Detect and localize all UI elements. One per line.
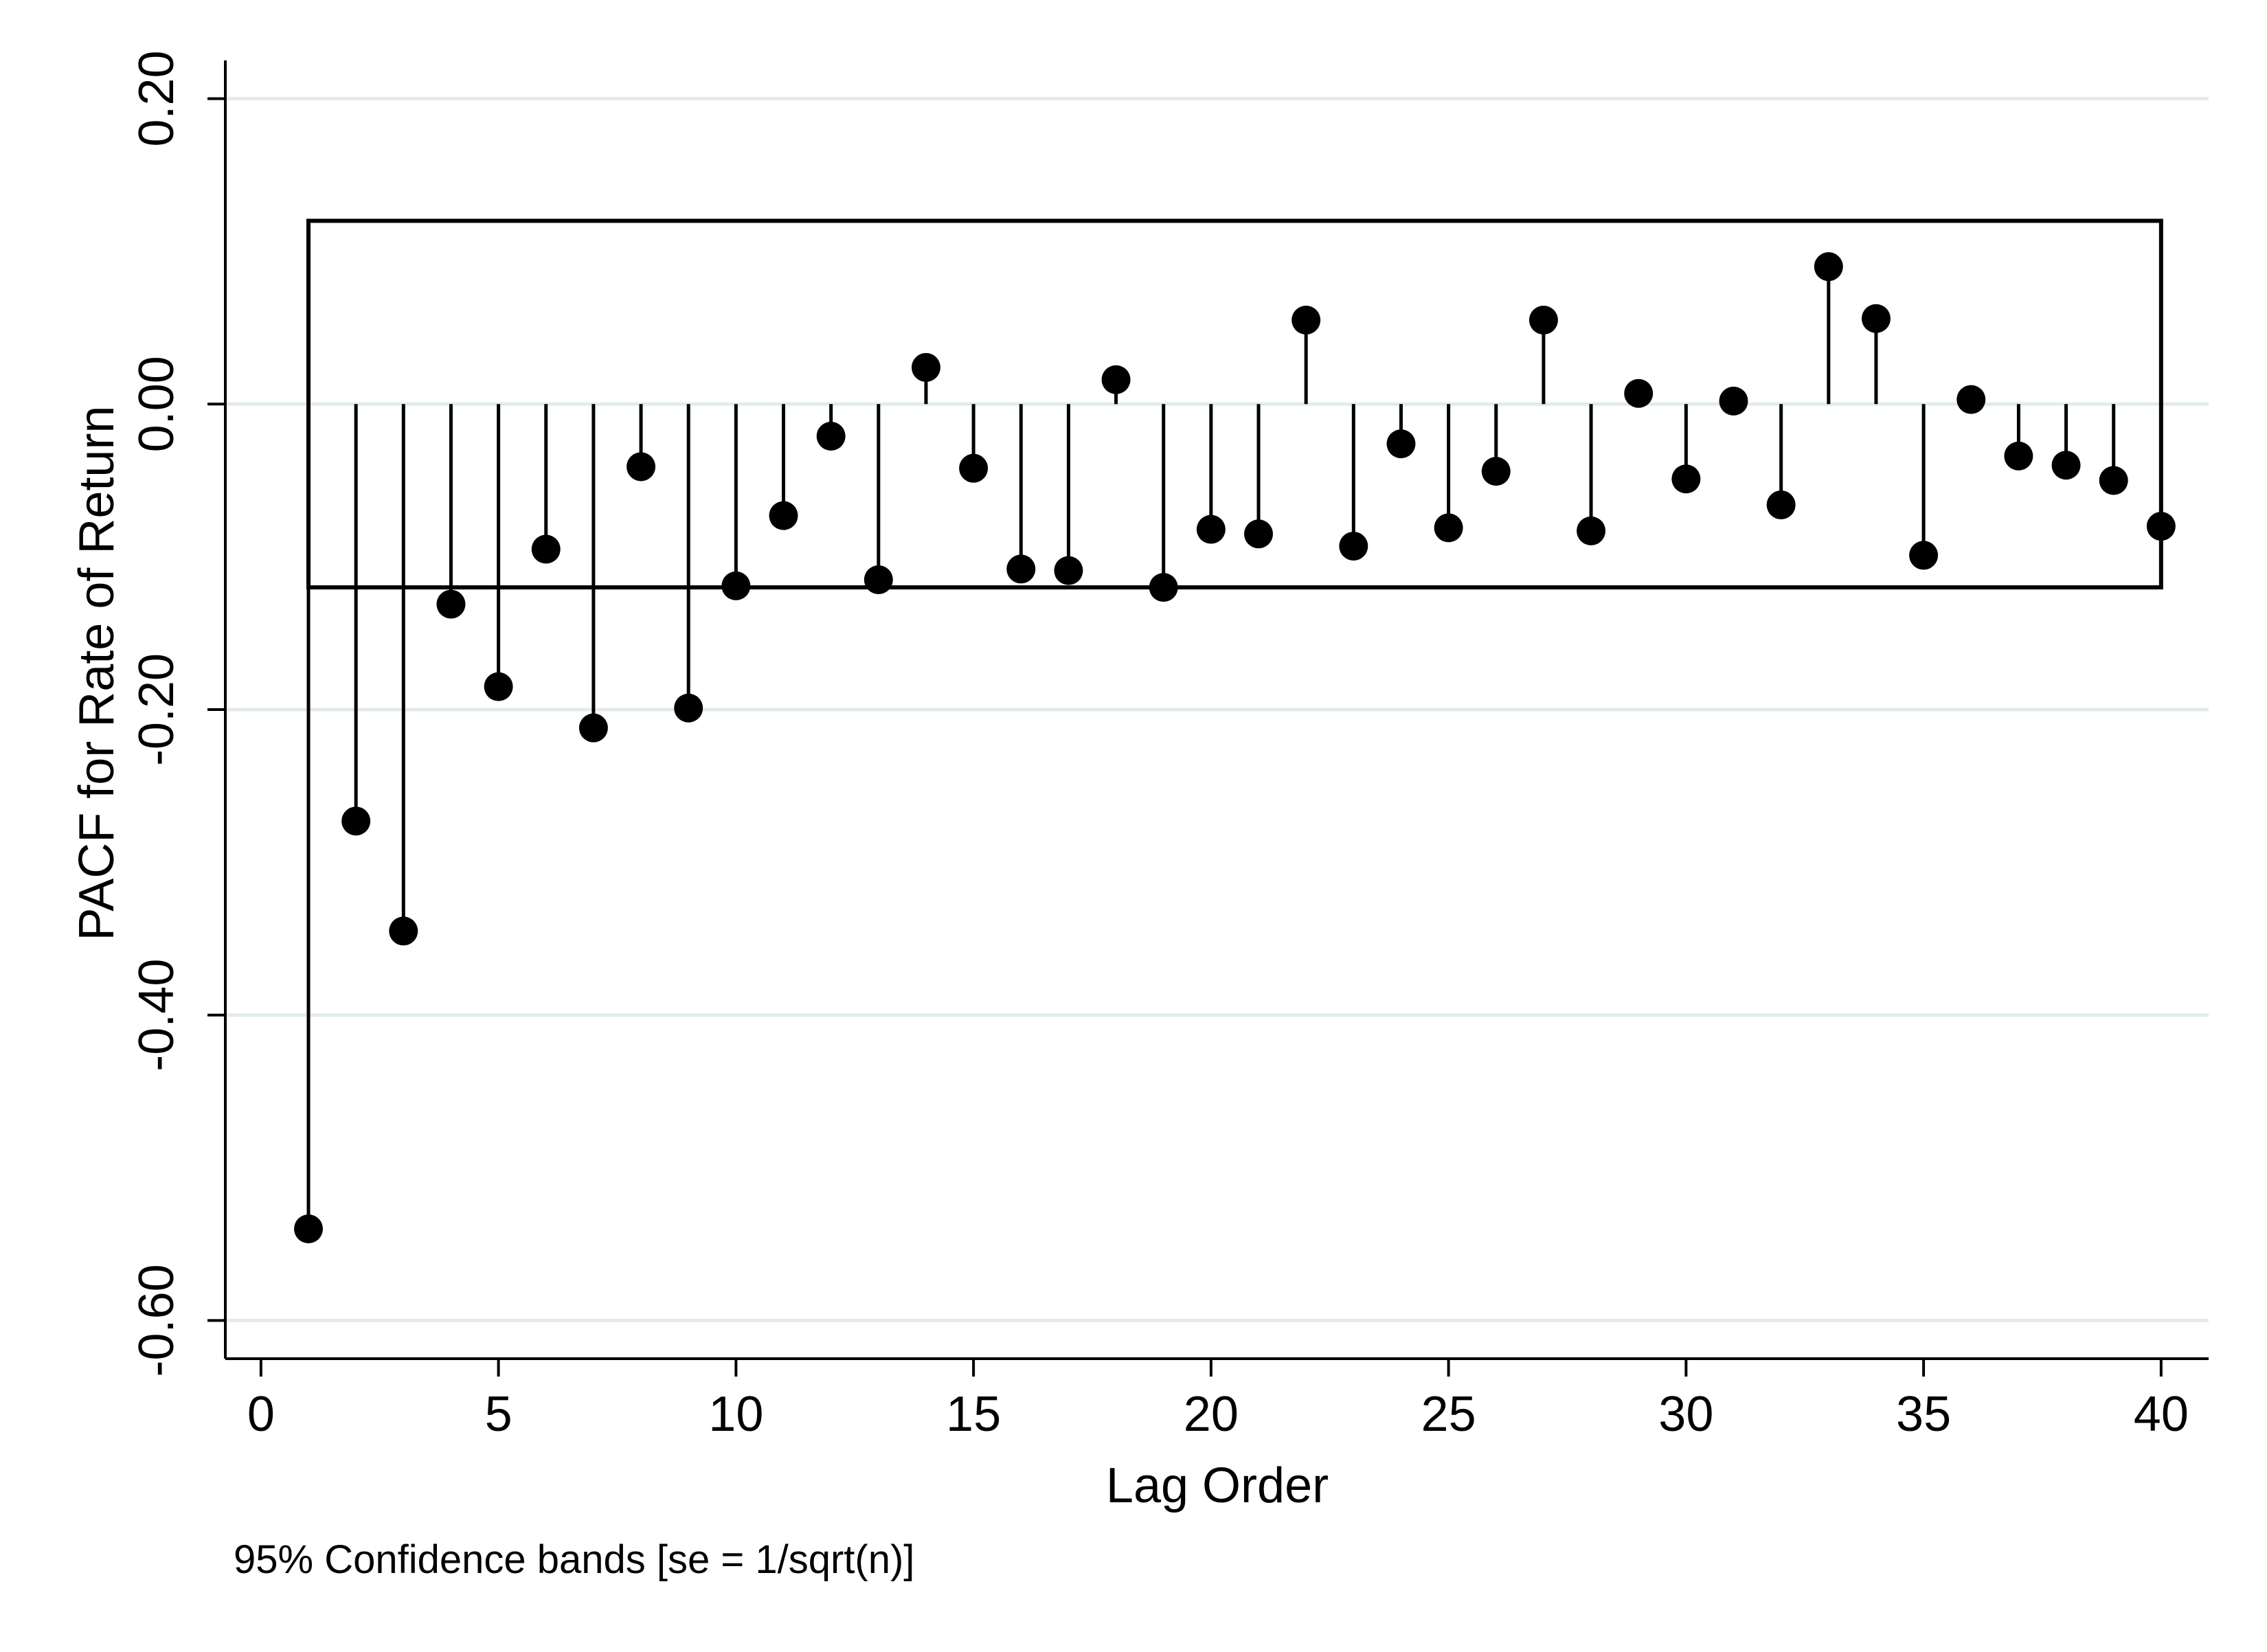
x-tick-label-3: 15: [946, 1387, 1001, 1442]
point-lag-39: [2099, 466, 2128, 495]
point-lag-17: [1054, 556, 1083, 585]
x-tick-label-4: 20: [1184, 1387, 1239, 1442]
point-lag-37: [2004, 441, 2033, 471]
x-tick-label-2: 10: [708, 1387, 763, 1442]
gridlines: [225, 97, 2209, 1322]
point-lag-35: [1909, 541, 1939, 570]
point-lag-24: [1386, 429, 1416, 459]
point-lag-4: [436, 589, 466, 619]
point-lag-32: [1766, 490, 1796, 520]
point-lag-40: [2146, 512, 2176, 541]
point-lag-18: [1101, 365, 1131, 394]
point-lag-5: [484, 672, 513, 701]
x-tick-label-0: 0: [247, 1387, 275, 1442]
point-lag-11: [769, 501, 798, 530]
x-axis-title: Lag Order: [1106, 1458, 1329, 1513]
confidence-band: [306, 218, 2163, 590]
point-lag-14: [911, 352, 940, 382]
point-lag-20: [1196, 514, 1226, 544]
point-lag-9: [674, 693, 703, 723]
x-tick-label-7: 35: [1896, 1387, 1951, 1442]
point-lag-1: [294, 1214, 324, 1243]
confidence-band-note: 95% Confidence bands [se = 1/sqrt(n)]: [234, 1537, 914, 1582]
data-points: [294, 252, 2176, 1243]
point-lag-21: [1244, 519, 1274, 549]
point-lag-16: [1006, 554, 1036, 584]
point-lag-30: [1671, 464, 1701, 494]
y-tick-label-4: -0.60: [129, 1264, 184, 1377]
x-tick-label-6: 30: [1658, 1387, 1713, 1442]
point-lag-33: [1814, 252, 1843, 282]
point-lag-12: [816, 421, 846, 451]
point-lag-23: [1339, 532, 1368, 561]
y-tick-label-0: 0.20: [129, 51, 184, 147]
point-lag-38: [2051, 451, 2081, 480]
point-lag-6: [531, 534, 561, 564]
point-lag-22: [1292, 306, 1321, 335]
point-lag-15: [959, 453, 989, 483]
point-lag-25: [1434, 513, 1463, 543]
x-tick-label-5: 25: [1421, 1387, 1476, 1442]
point-lag-34: [1861, 304, 1891, 333]
point-lag-29: [1624, 378, 1654, 408]
point-lag-36: [1956, 385, 1986, 414]
y-tick-label-2: -0.20: [129, 653, 184, 766]
point-lag-7: [578, 713, 608, 743]
confidence-band-rect: [306, 218, 2163, 590]
x-tick-label-1: 5: [485, 1387, 512, 1442]
point-lag-26: [1481, 457, 1511, 486]
point-lag-27: [1529, 306, 1558, 335]
point-lag-3: [389, 916, 418, 946]
point-lag-13: [864, 565, 893, 594]
point-lag-28: [1577, 516, 1606, 545]
point-lag-8: [627, 452, 656, 482]
y-axis-title: PACF for Rate of Return: [69, 406, 124, 941]
point-lag-10: [721, 571, 751, 600]
stems: [306, 267, 2163, 1229]
point-lag-19: [1149, 573, 1178, 602]
y-tick-label-1: 0.00: [129, 356, 184, 452]
x-tick-label-8: 40: [2134, 1387, 2189, 1442]
y-tick-label-3: -0.40: [129, 959, 184, 1072]
point-lag-31: [1719, 386, 1748, 416]
point-lag-2: [341, 806, 371, 836]
axes: 0.20 0.00 -0.20 -0.40 -0.60 0 5 10 15 20 25 30 35 40: [129, 51, 2209, 1442]
